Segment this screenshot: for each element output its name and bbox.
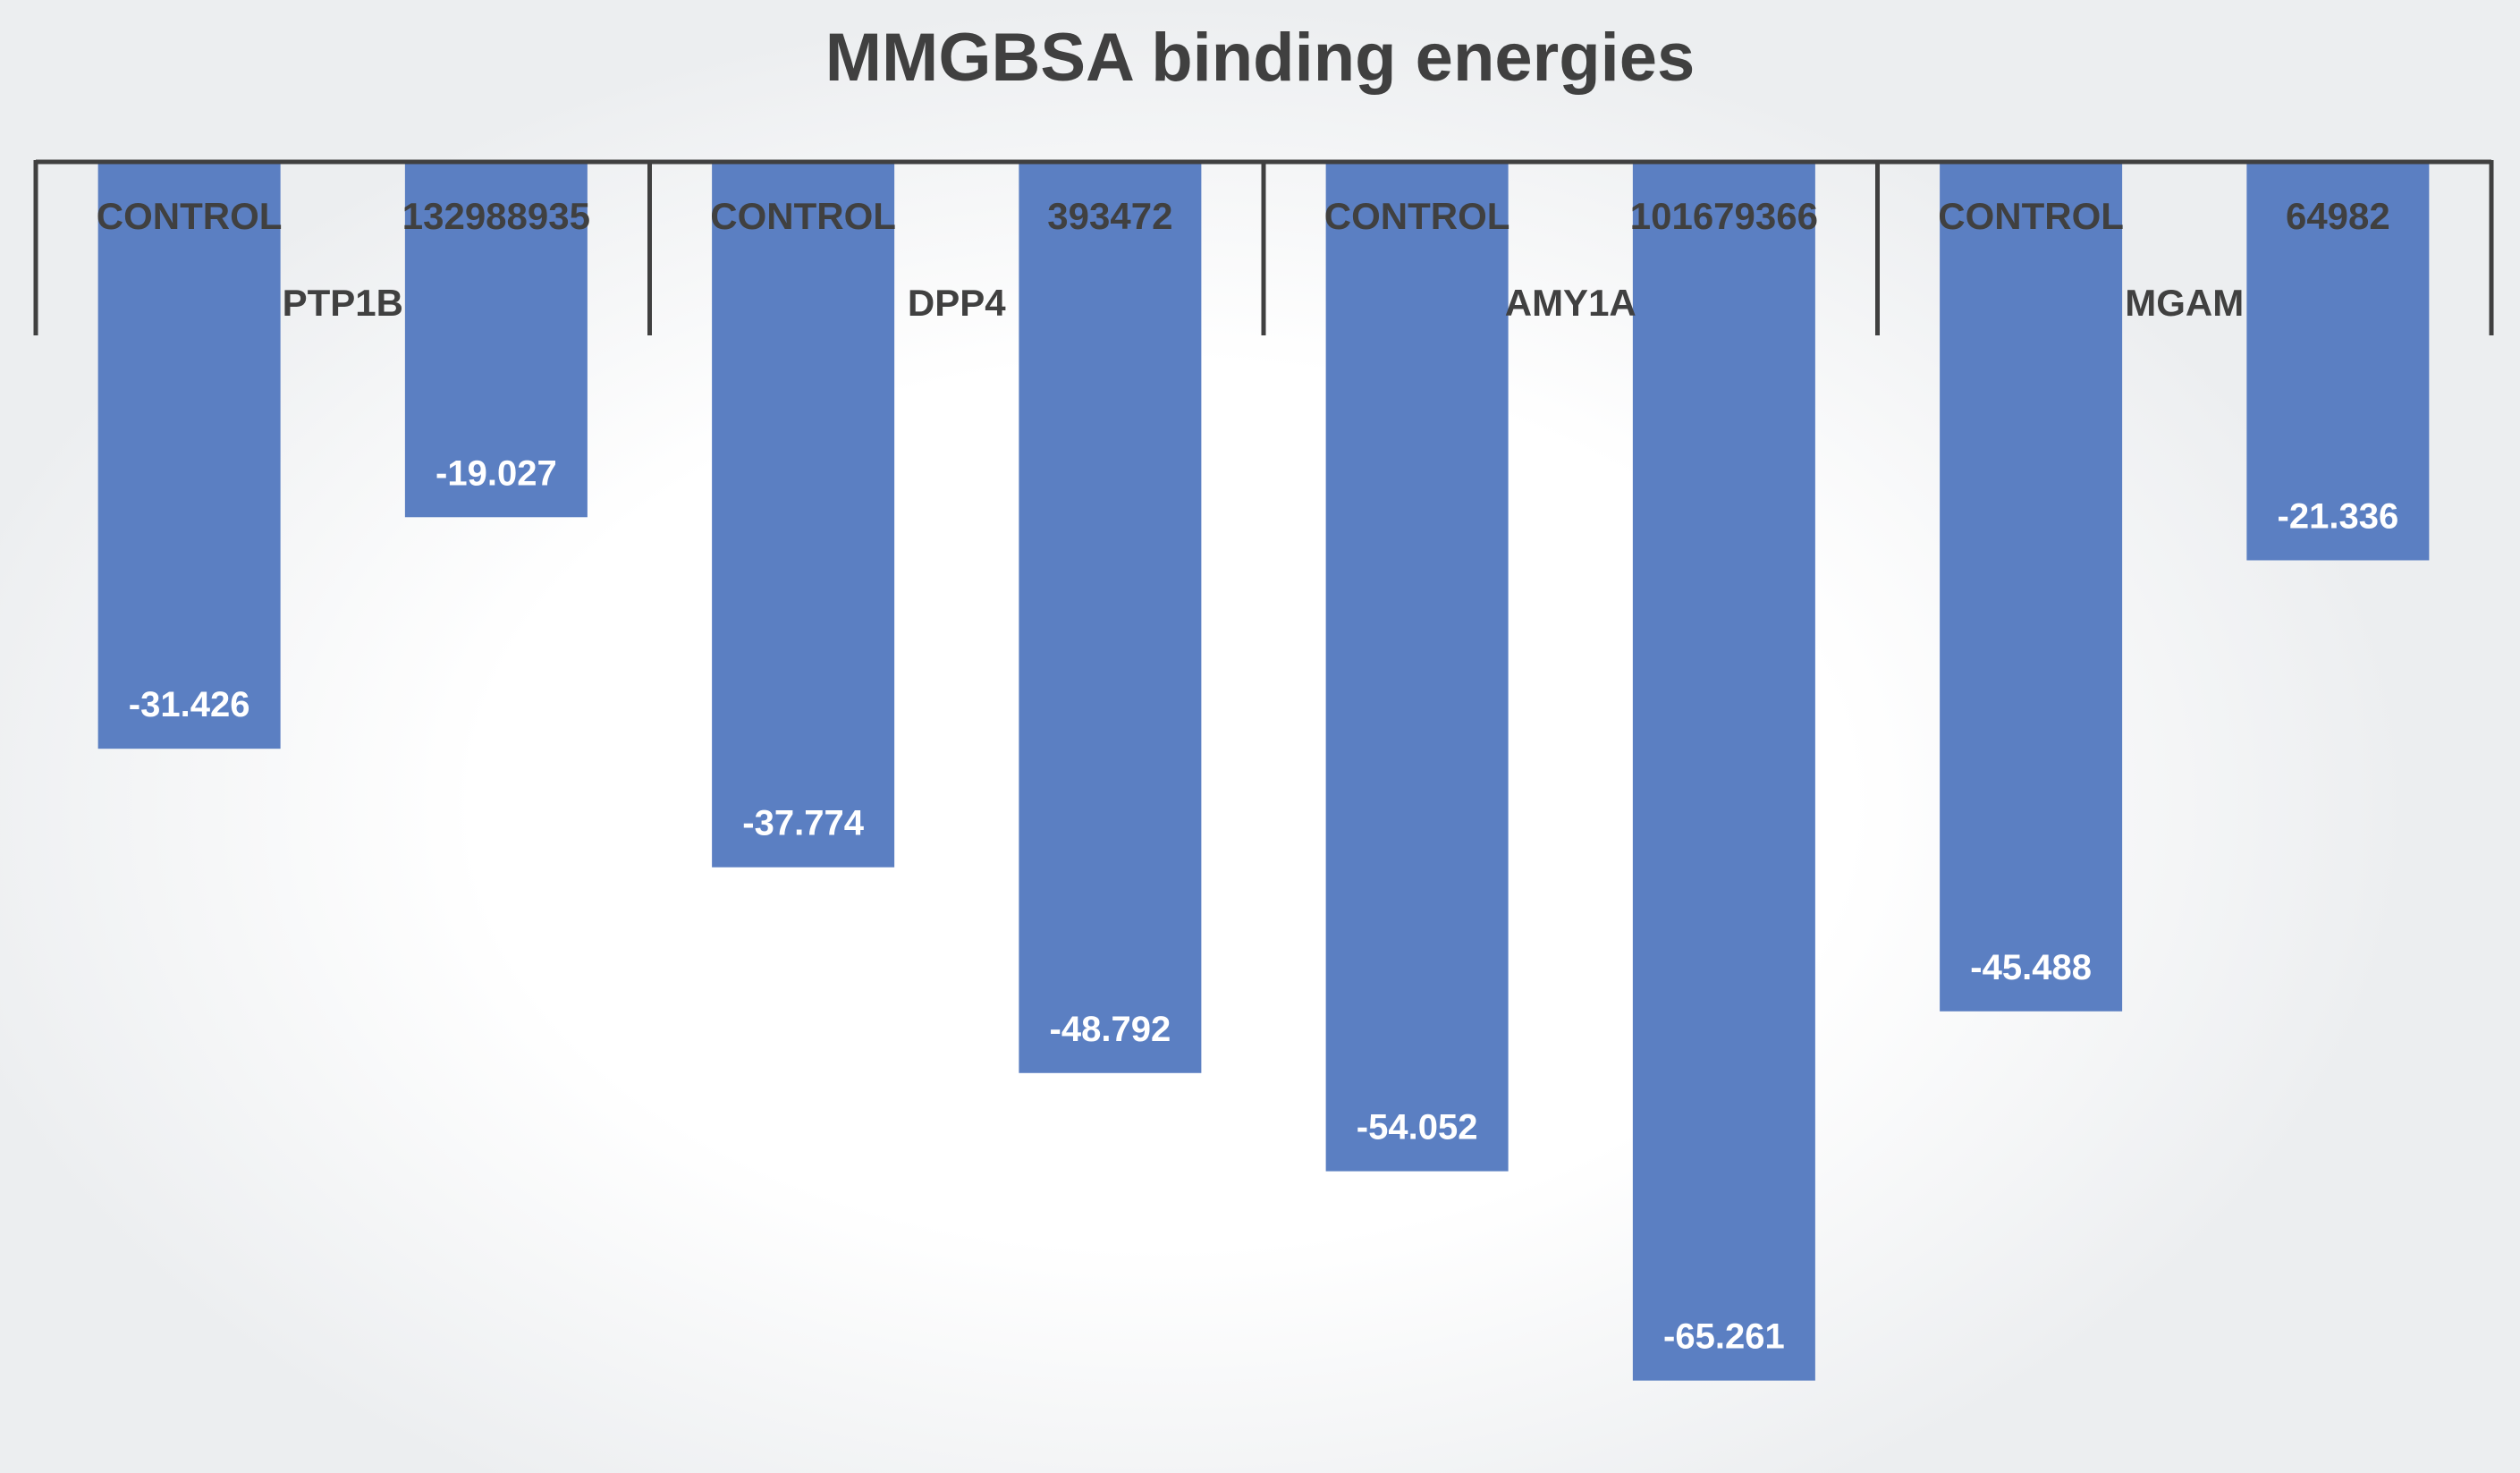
group-label: MGAM bbox=[2125, 282, 2244, 324]
bar bbox=[1632, 162, 1815, 1381]
category-axis bbox=[33, 159, 2494, 335]
labels-layer: CONTROL -31.426 132988935 -19.027 PTP1B CONTR… bbox=[97, 195, 2398, 1357]
data-label: -37.774 bbox=[742, 804, 864, 843]
data-label: -65.261 bbox=[1663, 1317, 1785, 1357]
bar bbox=[712, 162, 895, 868]
bar-category-label: 101679366 bbox=[1630, 195, 1818, 237]
bar bbox=[1019, 162, 1202, 1073]
bar bbox=[1325, 162, 1509, 1172]
group-label: DPP4 bbox=[908, 282, 1006, 324]
data-label: -31.426 bbox=[129, 685, 250, 724]
bar-category-label: 393472 bbox=[1047, 195, 1172, 237]
bars-layer bbox=[97, 162, 2430, 1381]
bar bbox=[404, 162, 588, 518]
data-label: -54.052 bbox=[1357, 1108, 1478, 1147]
group-label: PTP1B bbox=[283, 282, 403, 324]
data-label: -45.488 bbox=[1970, 948, 2092, 987]
bar-category-label: 132988935 bbox=[402, 195, 590, 237]
group-label: AMY1A bbox=[1505, 282, 1636, 324]
bar-category-label: CONTROL bbox=[97, 195, 283, 237]
bar bbox=[2246, 162, 2430, 561]
bar-category-label: CONTROL bbox=[1938, 195, 2124, 237]
chart-title: MMGBSA binding energies bbox=[825, 20, 1696, 96]
bar-category-label: 64982 bbox=[2286, 195, 2390, 237]
data-label: -21.336 bbox=[2278, 496, 2399, 536]
bar-category-label: CONTROL bbox=[710, 195, 896, 237]
data-label: -48.792 bbox=[1050, 1010, 1171, 1049]
bar bbox=[1940, 162, 2123, 1012]
bar-category-label: CONTROL bbox=[1324, 195, 1510, 237]
data-label: -19.027 bbox=[436, 453, 557, 493]
bar bbox=[97, 162, 281, 749]
